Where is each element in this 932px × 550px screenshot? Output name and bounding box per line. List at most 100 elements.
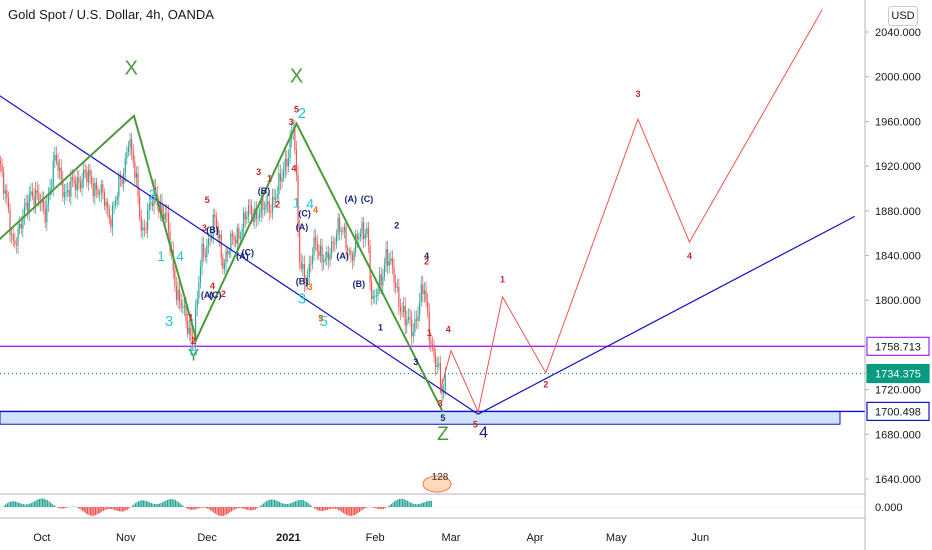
oscillator-bar bbox=[357, 507, 359, 514]
candle-body bbox=[17, 228, 19, 246]
oscillator-bar bbox=[422, 502, 424, 507]
candle-body bbox=[422, 284, 424, 295]
candle-body bbox=[0, 160, 2, 164]
candle-body bbox=[193, 343, 195, 345]
wave-label: 5 bbox=[189, 343, 197, 360]
wave-label: (A) bbox=[201, 290, 214, 300]
oscillator-bar bbox=[86, 507, 88, 515]
wave-label: 5 bbox=[294, 104, 299, 114]
candle-body bbox=[179, 289, 181, 303]
oscillator-bar bbox=[197, 507, 199, 509]
candle-body bbox=[14, 239, 16, 245]
candle-body bbox=[236, 228, 238, 244]
candle-body bbox=[73, 179, 75, 184]
oscillator-bar bbox=[323, 507, 325, 511]
oscillator-bar bbox=[373, 507, 375, 508]
oscillator-bar bbox=[291, 502, 293, 507]
oscillator-bar bbox=[210, 507, 212, 511]
wave-label: 1 bbox=[188, 312, 193, 322]
candle-body bbox=[127, 147, 130, 152]
oscillator-bar bbox=[157, 503, 159, 507]
wave-label: X bbox=[125, 57, 138, 79]
candle-body bbox=[65, 192, 67, 193]
x-tick-label: Feb bbox=[366, 532, 385, 544]
wave-label: (C) bbox=[209, 290, 222, 300]
oscillator-bar bbox=[125, 507, 127, 511]
candle-body bbox=[268, 201, 270, 213]
candle-body bbox=[225, 251, 227, 264]
candle-body bbox=[118, 176, 120, 197]
y-tick-label: 1800.000 bbox=[875, 295, 921, 307]
oscillator-bar bbox=[342, 507, 344, 513]
wave-label: 5 bbox=[319, 313, 327, 330]
candle-body bbox=[311, 255, 314, 264]
oscillator-bar bbox=[136, 502, 138, 507]
oscillator-bar bbox=[30, 502, 32, 507]
candle-body bbox=[87, 170, 90, 183]
oscillator-bar bbox=[405, 499, 407, 507]
x-tick-label: May bbox=[606, 532, 627, 544]
oscillator-bar bbox=[85, 507, 87, 514]
candle-body bbox=[238, 228, 240, 239]
oscillator-bar bbox=[133, 504, 135, 507]
oscillator-bar bbox=[139, 500, 141, 507]
oscillator-bar bbox=[334, 507, 336, 509]
candle-body bbox=[259, 214, 261, 218]
candle-body bbox=[19, 223, 21, 229]
oscillator-bar bbox=[398, 498, 400, 507]
wave-label: 4 bbox=[291, 164, 296, 174]
oscillator-bar bbox=[384, 507, 386, 509]
oscillator-bar bbox=[27, 504, 29, 507]
oscillator-bar bbox=[254, 507, 256, 510]
candle-body bbox=[239, 236, 242, 239]
oscillator-bar bbox=[160, 503, 162, 507]
candle-body bbox=[15, 244, 18, 246]
oscillator-bar bbox=[230, 507, 232, 512]
candle-body bbox=[79, 182, 82, 189]
candle-body bbox=[129, 139, 131, 148]
candle-body bbox=[199, 266, 202, 284]
candle-body bbox=[204, 254, 206, 257]
oscillator-bar bbox=[142, 500, 144, 507]
candle-body bbox=[135, 173, 138, 178]
candle-body bbox=[412, 332, 414, 337]
candle-body bbox=[299, 227, 301, 262]
candle-body bbox=[92, 183, 94, 197]
wave-label: (B) bbox=[353, 279, 366, 289]
oscillator-bar bbox=[53, 505, 55, 507]
candle-body bbox=[347, 248, 349, 252]
oscillator-bar bbox=[118, 507, 120, 512]
oscillator-bar bbox=[266, 501, 268, 507]
x-tick-label: Dec bbox=[197, 532, 217, 544]
trendline-0 bbox=[0, 95, 479, 415]
currency-button[interactable]: USD bbox=[888, 6, 918, 26]
x-tick-label: Oct bbox=[33, 532, 50, 544]
candle-body bbox=[428, 311, 430, 341]
candle-body bbox=[44, 208, 46, 223]
candle-body bbox=[174, 270, 176, 286]
candle-body bbox=[201, 243, 203, 267]
candle-body bbox=[327, 252, 330, 261]
candle-body bbox=[369, 245, 371, 282]
oscillator-bar bbox=[424, 501, 426, 507]
oscillator-bar bbox=[205, 507, 207, 509]
price-badge-label-2: 1700.498 bbox=[875, 406, 921, 418]
candle-body bbox=[326, 252, 328, 259]
candle-body bbox=[275, 198, 277, 200]
oscillator-bar bbox=[90, 507, 92, 516]
wave-label: 4 bbox=[176, 248, 184, 264]
oscillator-bar bbox=[64, 507, 66, 509]
candle-body bbox=[137, 173, 139, 197]
candle-body bbox=[47, 196, 50, 204]
oscillator-bar bbox=[109, 507, 111, 509]
wave-label: Y bbox=[188, 346, 199, 365]
oscillator-bar bbox=[344, 507, 346, 514]
candle-body bbox=[116, 196, 118, 201]
oscillator-bar bbox=[42, 498, 44, 507]
oscillator-bar bbox=[219, 507, 221, 516]
oscillator-bar bbox=[152, 503, 154, 507]
candle-body bbox=[371, 281, 373, 299]
wave-label: 5 bbox=[473, 420, 478, 430]
candle-body bbox=[12, 234, 14, 240]
